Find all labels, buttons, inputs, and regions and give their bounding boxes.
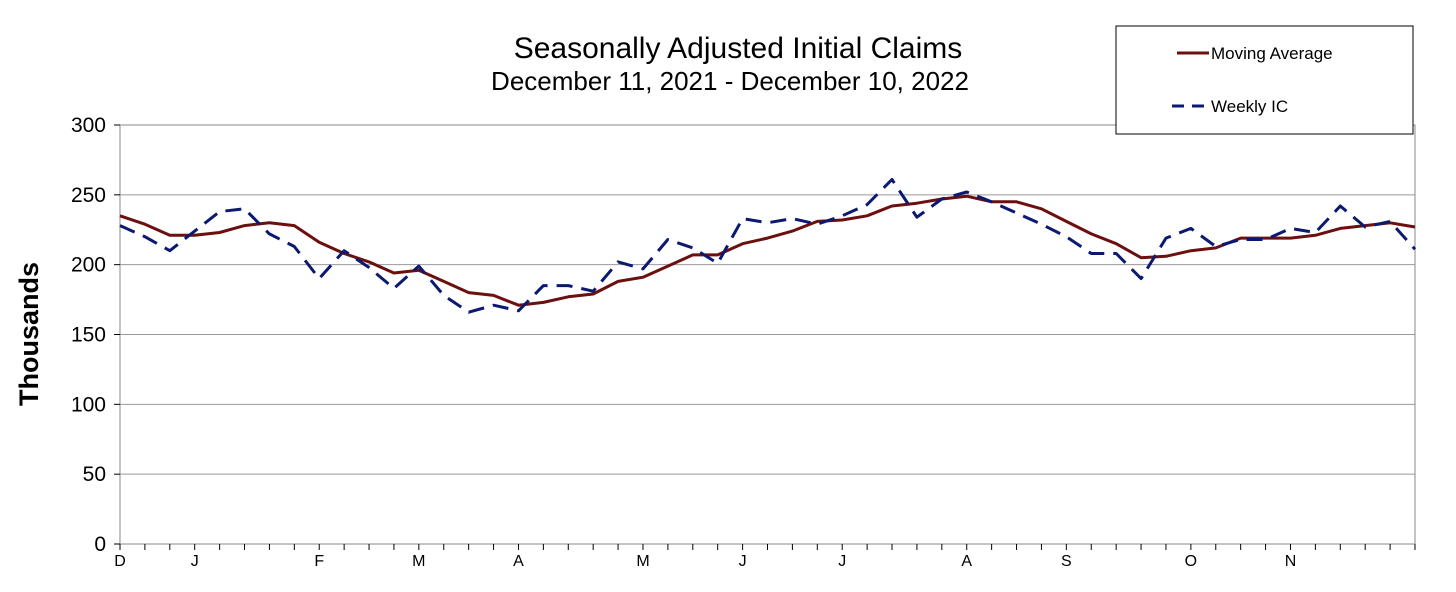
y-tick-label: 300 (71, 114, 106, 137)
y-axis-ticks: 0 50 100 150 200 250 300 (71, 114, 120, 556)
x-tick-label: F (314, 553, 324, 570)
x-tick-label: J (739, 553, 747, 570)
x-tick-label: J (191, 553, 199, 570)
legend-box (1115, 25, 1414, 135)
gridlines (120, 194, 1415, 475)
x-tick-label: D (114, 553, 126, 570)
series-lines (119, 178, 1417, 314)
y-tick-label: 250 (71, 184, 106, 207)
y-tick-label: 100 (71, 393, 106, 416)
chart-title: Seasonally Adjusted Initial Claims (514, 32, 963, 65)
y-tick-label: 50 (83, 463, 106, 486)
series-line-moving-average (119, 194, 1416, 307)
y-tick-label: 150 (71, 324, 106, 347)
y-tick-label: 200 (71, 254, 106, 277)
legend-label-moving-average: Moving Average (1211, 44, 1333, 63)
x-tick-label: M (636, 553, 649, 570)
y-axis-label: Thousands (14, 262, 44, 406)
legend: Moving Average Weekly IC (1115, 25, 1414, 135)
x-tick-label: M (412, 553, 425, 570)
y-tick-label: 0 (94, 533, 106, 556)
x-tick-label: A (513, 553, 524, 570)
legend-label-weekly-ic: Weekly IC (1211, 97, 1288, 116)
x-tick-label: A (961, 553, 972, 570)
x-tick-label: O (1185, 553, 1197, 570)
chart-subtitle: December 11, 2021 - December 10, 2022 (491, 66, 969, 96)
x-tick-label: S (1061, 553, 1072, 570)
x-tick-label: N (1285, 553, 1297, 570)
x-tick-label: J (838, 553, 846, 570)
